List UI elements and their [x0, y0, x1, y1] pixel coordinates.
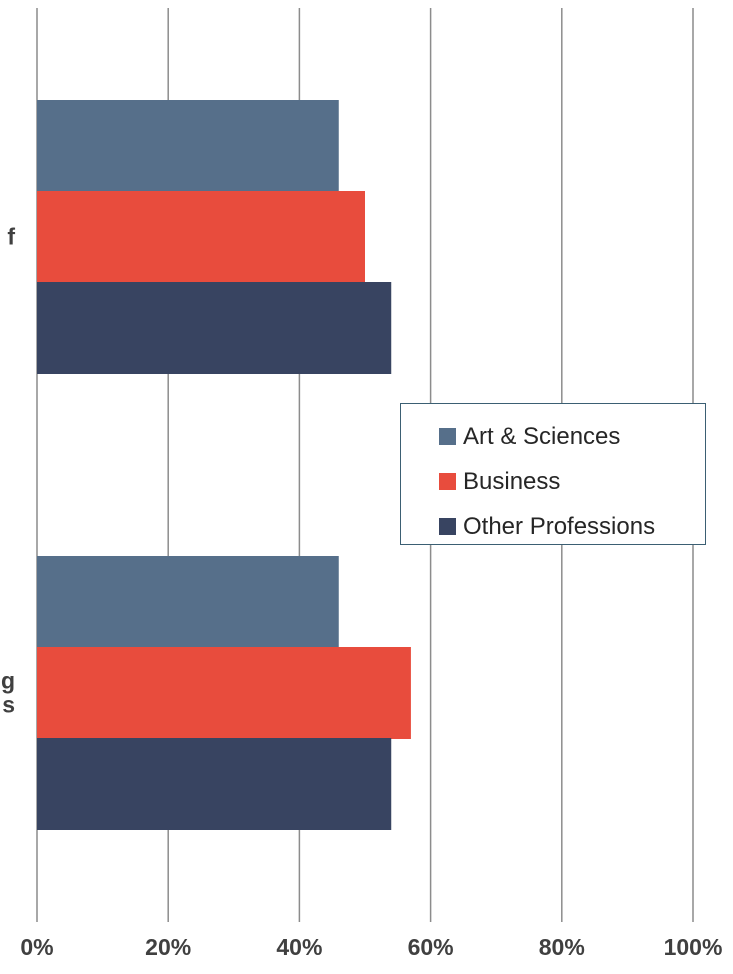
bar [37, 100, 339, 192]
bar [37, 556, 339, 648]
category-label: g [1, 668, 15, 694]
bar [37, 738, 392, 830]
bar [37, 282, 392, 374]
legend-label: Other Professions [463, 512, 656, 540]
x-tick-label: 60% [408, 934, 454, 960]
x-tick-label: 0% [20, 934, 53, 960]
legend-label: Business [463, 467, 561, 495]
bar [37, 647, 411, 739]
x-tick-label: 100% [664, 934, 723, 960]
legend-item: Business [439, 459, 705, 504]
x-tick-label: 80% [539, 934, 585, 960]
legend-item: Art & Sciences [439, 414, 705, 459]
legend-swatch [439, 428, 456, 445]
legend-swatch [439, 518, 456, 535]
legend-item: Other Professions [439, 504, 705, 549]
legend-items: Art & Sciences Business Other Professions [439, 414, 705, 549]
bar [37, 191, 365, 283]
x-tick-label: 20% [145, 934, 191, 960]
category-label: f [7, 224, 15, 250]
legend-swatch [439, 473, 456, 490]
category-label: s [2, 692, 15, 718]
chart-legend: Art & Sciences Business Other Professions [400, 403, 706, 545]
x-tick-label: 40% [276, 934, 322, 960]
legend-label: Art & Sciences [463, 422, 621, 450]
